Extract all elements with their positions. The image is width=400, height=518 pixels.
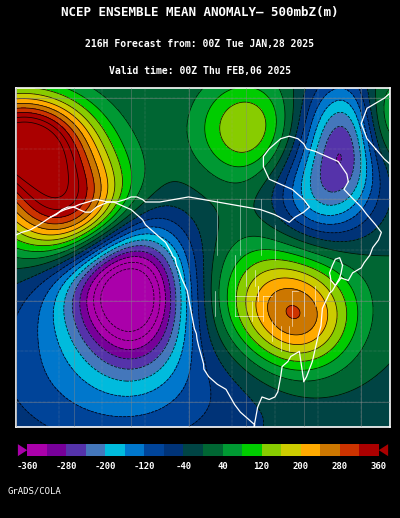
Bar — [359, 444, 379, 456]
Polygon shape — [379, 444, 388, 456]
Text: 216H Forecast from: 00Z Tue JAN,28 2025: 216H Forecast from: 00Z Tue JAN,28 2025 — [86, 38, 314, 49]
Bar — [144, 444, 164, 456]
Text: -200: -200 — [94, 462, 116, 471]
Text: 360: 360 — [371, 462, 387, 471]
Bar — [184, 444, 203, 456]
Text: -360: -360 — [16, 462, 38, 471]
Bar — [222, 444, 242, 456]
Text: NCEP ENSEMBLE MEAN ANOMALY– 500mbZ(m): NCEP ENSEMBLE MEAN ANOMALY– 500mbZ(m) — [61, 6, 339, 19]
Bar — [105, 444, 125, 456]
Bar — [86, 444, 105, 456]
Text: 40: 40 — [217, 462, 228, 471]
Text: -280: -280 — [56, 462, 77, 471]
Bar — [125, 444, 144, 456]
Text: 280: 280 — [332, 462, 348, 471]
Text: -40: -40 — [176, 462, 192, 471]
Bar — [164, 444, 184, 456]
Bar — [47, 444, 66, 456]
Text: -120: -120 — [134, 462, 155, 471]
Text: Valid time: 00Z Thu FEB,06 2025: Valid time: 00Z Thu FEB,06 2025 — [109, 66, 291, 76]
Text: 120: 120 — [254, 462, 270, 471]
Text: GrADS/COLA: GrADS/COLA — [8, 487, 62, 496]
Bar — [281, 444, 301, 456]
Polygon shape — [18, 444, 27, 456]
Bar — [301, 444, 320, 456]
Bar — [66, 444, 86, 456]
Bar — [242, 444, 262, 456]
Text: 200: 200 — [292, 462, 309, 471]
Bar — [340, 444, 359, 456]
Bar — [203, 444, 222, 456]
Bar — [262, 444, 281, 456]
Bar — [320, 444, 340, 456]
Bar — [27, 444, 47, 456]
